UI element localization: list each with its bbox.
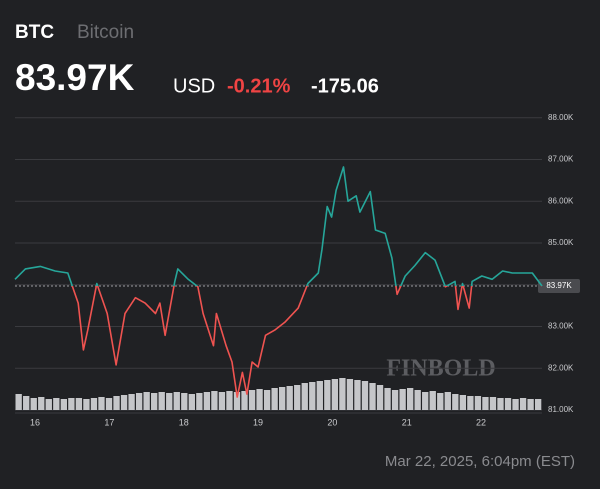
volume-bar [331, 379, 339, 410]
volume-bar [527, 399, 534, 410]
volume-bar [143, 392, 150, 410]
x-tick-label: 19 [253, 417, 263, 427]
volume-bar [218, 392, 226, 410]
volume-bar [158, 392, 165, 410]
volume-bar [391, 390, 399, 410]
symbol: BTC [15, 22, 54, 43]
volume-bar [474, 396, 482, 410]
timestamp: Mar 22, 2025, 6:04pm (EST) [385, 453, 575, 470]
volume-bar [467, 396, 474, 410]
volume-bar [346, 379, 354, 410]
volume-bar [519, 398, 527, 410]
currency: USD [173, 75, 215, 97]
volume-bar [414, 390, 421, 410]
x-tick-label: 17 [104, 417, 114, 427]
volume-bar [497, 398, 504, 410]
price: 83.97K [15, 57, 135, 98]
volume-bar [534, 399, 542, 410]
volume-bar [120, 395, 128, 410]
volume-bar [316, 381, 323, 410]
volume-bar [248, 390, 256, 410]
y-tick-label: 87.00K [548, 155, 574, 164]
change: -175.06 [311, 75, 379, 97]
volume-bar [294, 385, 301, 410]
volume-bar [437, 393, 444, 410]
volume-bar [512, 399, 519, 410]
volume-bar [256, 389, 263, 410]
x-tick-label: 21 [402, 417, 412, 427]
volume-bar [113, 396, 120, 410]
volume-bar [301, 383, 308, 410]
x-tick-label: 18 [179, 417, 189, 427]
volume-bar [53, 398, 60, 410]
volume-bar [399, 389, 406, 410]
volume-bar [361, 381, 369, 410]
volume-bar [38, 397, 45, 410]
volume-bar [279, 387, 286, 410]
volume-bar [173, 392, 180, 410]
volume-bar [135, 393, 143, 410]
x-tick-label: 22 [476, 417, 486, 427]
volume-bar [489, 397, 497, 410]
volume-bar [339, 378, 346, 410]
volume-bar [30, 398, 37, 410]
volume-bar [422, 392, 429, 410]
volume-bar [203, 392, 211, 410]
y-tick-label: 82.00K [548, 363, 574, 372]
volume-bar [98, 397, 105, 410]
volume-bar [83, 399, 90, 410]
asset-name: Bitcoin [77, 22, 134, 43]
volume-bar [354, 380, 361, 410]
volume-bar [263, 390, 271, 410]
volume-bar [105, 398, 113, 410]
y-tick-label: 85.00K [548, 238, 574, 247]
volume-bar [369, 383, 376, 410]
volume-bar [233, 392, 241, 410]
volume-bar [75, 398, 83, 410]
y-tick-label: 86.00K [548, 196, 574, 205]
volume-bar [45, 399, 52, 410]
volume-bar [196, 393, 203, 410]
volume-bar [271, 388, 278, 410]
volume-bar [60, 399, 67, 410]
y-tick-label: 81.00K [548, 405, 574, 414]
volume-bar [444, 392, 451, 410]
volume-bar [90, 398, 98, 410]
volume-bar [211, 391, 218, 410]
x-tick-label: 20 [327, 417, 337, 427]
x-tick-label: 16 [30, 417, 40, 427]
y-tick-label: 83.00K [548, 322, 574, 331]
price-line [14, 166, 543, 398]
volume-bar [406, 388, 414, 410]
volume-bar [429, 391, 436, 410]
volume-bar [286, 386, 293, 410]
y-tick-label: 88.00K [548, 113, 574, 122]
volume-bar [23, 396, 30, 410]
volume-bar [459, 395, 467, 410]
change-pct: -0.21% [227, 75, 291, 97]
volume-bar [166, 393, 173, 410]
volume-bar [324, 380, 331, 410]
volume-bar [309, 382, 316, 410]
last-price-label: 83.97K [546, 281, 572, 290]
last-price-tag [538, 278, 580, 293]
volume-bar [504, 398, 512, 410]
volume-bar [181, 393, 188, 410]
volume-bar [226, 391, 233, 410]
volume-bar [384, 388, 391, 410]
volume-bar [128, 394, 135, 410]
volume-bar [452, 394, 459, 410]
volume-bar [151, 393, 158, 410]
volume-bar [376, 385, 384, 410]
volume-bar [15, 394, 22, 410]
volume-bar [68, 398, 75, 410]
volume-bar [241, 391, 248, 410]
volume-bar [482, 397, 489, 410]
volume-bar [188, 394, 195, 410]
